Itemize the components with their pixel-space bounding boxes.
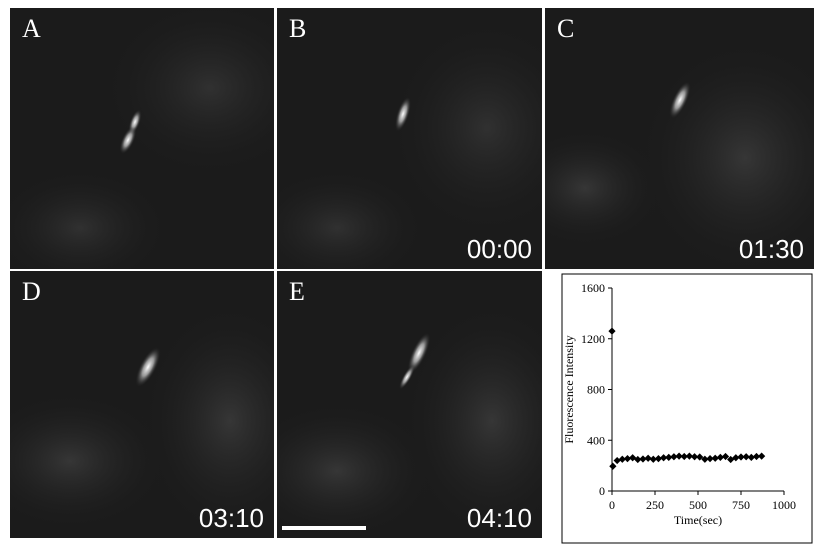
timestamp: 03:10: [198, 503, 264, 533]
panel-e: E 04:10: [277, 271, 542, 538]
timestamp: 01:30: [738, 234, 804, 264]
timestamp: 00:00: [466, 234, 532, 264]
panel-c: C 01:30: [545, 8, 814, 269]
panel-a: A: [10, 8, 274, 269]
data-point: [701, 455, 709, 463]
chart-frame: [561, 273, 813, 544]
x-axis-label: Time(sec): [674, 513, 722, 527]
x-tick-label: 0: [609, 498, 615, 512]
y-tick-label: 800: [587, 383, 605, 397]
y-tick-label: 1600: [581, 281, 605, 295]
y-axis-label: Fluorescence Intensity: [562, 335, 576, 443]
micrograph-d: [10, 301, 274, 538]
fluorescence-chart: 0 400 800 1200 1600 0 250 500 750 1000 Time(sec) Fl…: [545, 271, 814, 546]
x-tick-label: 250: [646, 498, 664, 512]
y-tick-label: 400: [587, 433, 605, 447]
data-point: [758, 452, 766, 460]
timestamp: 04:10: [466, 503, 532, 533]
panel-label: B: [289, 14, 307, 43]
data-point: [675, 452, 683, 460]
data-point: [644, 454, 652, 462]
data-point: [649, 455, 657, 463]
data-point: [737, 453, 745, 461]
data-point: [680, 452, 688, 461]
micrograph-b: [277, 18, 542, 269]
panel-d: D 03:10: [10, 271, 274, 538]
data-point: [747, 453, 755, 461]
panel-label: C: [557, 14, 575, 43]
data-point: [665, 453, 673, 461]
micrograph-c: [545, 38, 814, 269]
data-point: [618, 455, 626, 463]
scale-bar: [282, 526, 366, 530]
data-point: [685, 452, 693, 460]
x-tick-label: 750: [732, 498, 750, 512]
micrograph-a: [10, 8, 274, 269]
data-point: [613, 456, 621, 465]
panel-label: D: [22, 277, 41, 306]
panel-label: A: [22, 14, 41, 43]
micrograph-e: [277, 301, 542, 538]
y-tick-label: 0: [599, 484, 605, 498]
data-point: [608, 327, 616, 335]
panel-b: B 00:00: [277, 8, 542, 269]
chart-svg: 0 400 800 1200 1600 0 250 500 750 1000 Time(sec) Fl…: [561, 273, 813, 544]
x-tick-label: 1000: [772, 498, 796, 512]
data-point: [609, 462, 617, 470]
x-tick-label: 500: [689, 498, 707, 512]
panel-label: E: [289, 277, 305, 306]
y-tick-label: 1200: [581, 332, 605, 346]
